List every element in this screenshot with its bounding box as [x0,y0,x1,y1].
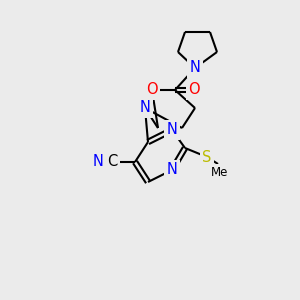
Text: C: C [107,154,117,169]
Text: N: N [167,163,177,178]
Text: N: N [93,154,104,169]
Text: O: O [146,82,158,98]
Text: N: N [167,122,177,137]
Text: O: O [188,82,200,98]
Text: S: S [202,149,212,164]
Text: N: N [140,100,150,116]
Text: Me: Me [211,166,229,178]
Text: N: N [190,61,200,76]
